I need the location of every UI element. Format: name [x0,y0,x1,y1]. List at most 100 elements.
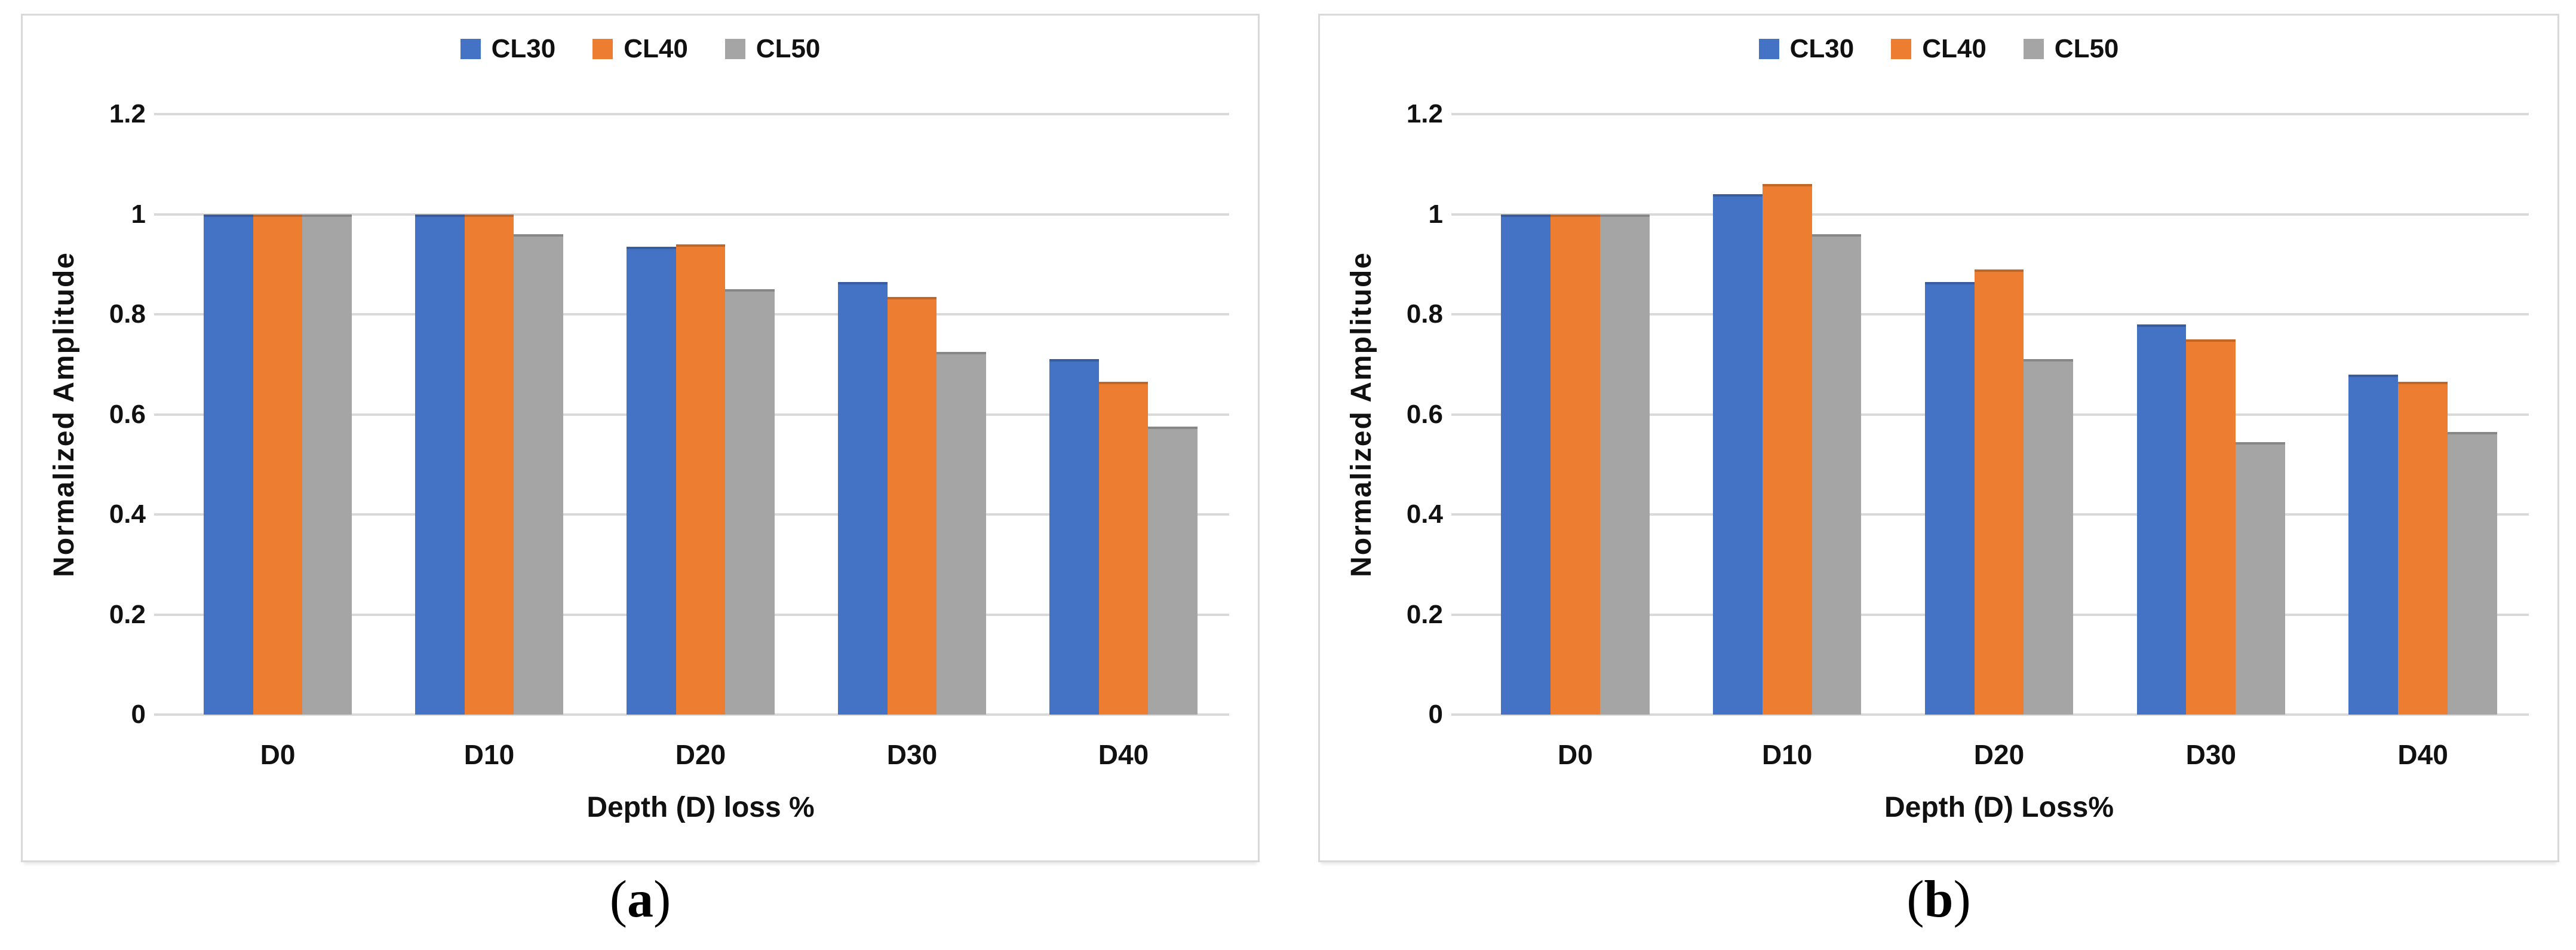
legend-swatch-CL40 [1891,39,1912,59]
x-tick-label-D20: D20 [1973,739,2025,770]
bar-CL30-D30 [838,281,888,715]
bar-CL50-D40 [1148,427,1198,715]
bar-CL50-D10 [1812,234,1862,715]
bar-CL50-D30 [937,351,986,715]
bar-cluster-D10 [415,114,563,715]
legend-swatch-CL30 [1758,39,1779,59]
bar-group-D40 [1018,114,1229,715]
y-tick-label-0: 0 [1428,700,1443,729]
bar-group-D0 [172,114,383,715]
legend-item-CL50: CL50 [2023,36,2118,62]
bar-cluster-D20 [1924,114,2074,715]
subfigure-caption-b: (b) [1318,874,2559,926]
bar-CL30-D0 [1501,214,1550,715]
chart-panel-a: CL30 CL40 CL50 Normalized Amplitude 0 0.2 0.… [21,14,1260,862]
bar-CL40-D20 [676,244,726,715]
legend-label-CL30: CL30 [1789,34,1855,63]
bar-CL40-D20 [1974,269,2024,715]
legend: CL30 CL40 CL50 [23,32,1258,66]
legend-label-CL40: CL40 [624,34,688,63]
legend-swatch-CL50 [2023,39,2044,59]
bar-group-D0 [1469,114,1681,715]
bar-group-D10 [383,114,595,715]
legend-label-CL30: CL30 [491,34,556,63]
gridline-1.2 [154,113,1229,115]
y-tick-label-1.2: 1.2 [1406,99,1443,128]
bar-CL30-D0 [204,214,253,715]
legend-swatch-CL50 [724,39,745,59]
x-tick-label-D30: D30 [886,739,938,770]
y-axis-tick-labels: 0 0.2 0.4 0.6 0.8 1 1.2 [1380,101,1463,728]
legend-item-CL30: CL30 [460,34,556,63]
bar-CL40-D0 [253,214,303,715]
bar-cluster-D40 [2348,114,2497,715]
caption-paren-open: ( [609,871,627,928]
x-axis-title: Depth (D) Loss% [1884,792,2114,823]
bar-group-D40 [2317,114,2529,715]
legend-item-CL40: CL40 [592,36,688,62]
x-axis-title: Depth (D) loss % [587,792,815,823]
y-tick-label-0.2: 0.2 [1406,599,1443,629]
x-tick-label-D0: D0 [260,739,296,770]
bar-cluster-D0 [204,114,352,715]
gridline-1.2 [1451,113,2529,115]
gridline-1 [1451,213,2529,216]
legend-item-CL30: CL30 [1758,34,1855,63]
x-tick-label-D10: D10 [1762,739,1813,770]
bar-cluster-D20 [627,114,775,715]
legend-label-CL40: CL40 [1922,34,1987,63]
y-axis-tick-labels: 0 0.2 0.4 0.6 0.8 1 1.2 [82,101,166,728]
x-axis-tick-labels: D0 D10 D20 D30 D40 [172,740,1229,770]
bar-CL40-D0 [1550,214,1600,715]
x-tick-label-D0: D0 [1557,739,1593,770]
bar-cluster-D30 [838,114,986,715]
y-tick-label-0.4: 0.4 [1406,499,1443,529]
plot-area [154,113,1229,716]
x-tick-label-D40: D40 [1098,739,1149,770]
bar-CL30-D30 [2136,324,2187,715]
bar-CL30-D40 [1049,359,1099,715]
y-tick-label-0.6: 0.6 [109,399,146,429]
x-axis-tick-labels: D0 D10 D20 D30 D40 [1469,740,2529,770]
bar-group-D10 [1681,114,1893,715]
bar-CL30-D20 [627,246,676,715]
bar-CL50-D40 [2447,431,2497,715]
bar-CL30-D10 [415,214,465,715]
bar-CL50-D20 [2024,359,2074,715]
bar-series [1469,114,2529,715]
y-tick-label-1: 1 [131,199,146,229]
bar-CL40-D10 [1762,184,1812,715]
bar-cluster-D40 [1049,114,1198,715]
legend: CL30 CL40 CL50 [1320,32,2557,66]
bar-group-D30 [806,114,1018,715]
caption-paren-open: ( [1906,871,1924,928]
y-tick-label-0: 0 [131,700,146,729]
bar-cluster-D10 [1713,114,1862,715]
bar-CL50-D0 [1599,214,1650,715]
gridline-0 [1451,713,2529,716]
bar-CL40-D30 [2186,339,2236,715]
x-tick-label-D40: D40 [2397,739,2448,770]
y-tick-label-1: 1 [1428,199,1443,229]
y-tick-label-0.4: 0.4 [109,499,146,529]
y-axis-title-text: Normalized Amplitude [1345,252,1377,577]
y-tick-label-1.2: 1.2 [109,99,146,128]
bar-CL40-D30 [887,296,937,715]
y-tick-label-0.8: 0.8 [1406,299,1443,329]
y-tick-label-0.2: 0.2 [109,599,146,629]
bar-group-D20 [1893,114,2105,715]
caption-letter: b [1924,871,1954,928]
bar-series [172,114,1229,715]
x-tick-label-D10: D10 [463,739,515,770]
x-tick-label-D20: D20 [675,739,726,770]
bar-cluster-D0 [1501,114,1650,715]
subfigure-caption-a: (a) [21,874,1260,926]
legend-swatch-CL40 [592,39,613,59]
legend-item-CL40: CL40 [1891,36,1987,62]
y-tick-label-0.8: 0.8 [109,299,146,329]
bar-CL40-D40 [2398,382,2448,715]
legend-item-CL50: CL50 [724,36,820,62]
caption-paren-close: ) [1953,871,1971,928]
bar-CL40-D10 [464,214,514,715]
bar-CL30-D20 [1924,281,1975,715]
